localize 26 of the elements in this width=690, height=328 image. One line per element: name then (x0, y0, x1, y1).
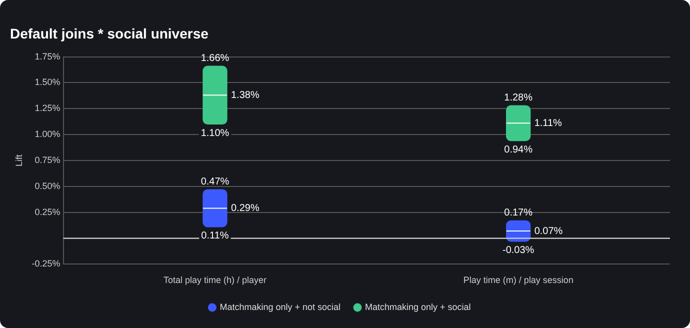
y-tick-label: 1.25% (34, 103, 60, 114)
y-tick-label: 0.75% (34, 154, 60, 165)
text: 1.28% (504, 92, 533, 104)
y-tick-label: -0.25% (32, 258, 60, 269)
y-tick-label: 0.50% (34, 180, 60, 191)
x-tick-label: Play time (m) / play session (463, 275, 574, 286)
text: 1.11% (534, 118, 562, 129)
text: -0.03% (502, 245, 534, 256)
text: 1.38% (230, 90, 260, 101)
text: 1.10% (200, 128, 230, 139)
text: 1.66% (200, 52, 230, 64)
legend-label: Matchmaking only + social (365, 302, 471, 312)
y-tick-label: 0.25% (34, 206, 60, 217)
y-tick-label: 1.00% (34, 129, 60, 140)
y-tick-label: 1.75% (34, 51, 60, 62)
text: 0.47% (200, 176, 230, 188)
text: 0.17% (504, 207, 533, 218)
text: 0.94% (504, 144, 533, 156)
y-tick-label: 1.50% (34, 77, 60, 88)
legend-label: Matchmaking only + not social (220, 302, 341, 312)
text: 0.29% (230, 202, 260, 214)
y-axis-title: Lift (14, 154, 24, 167)
text: 0.11% (201, 230, 229, 242)
x-tick-label: Total play time (h) / player (163, 275, 267, 286)
chart-title: Default joins * social universe (10, 25, 209, 42)
text: 0.07% (534, 226, 563, 237)
